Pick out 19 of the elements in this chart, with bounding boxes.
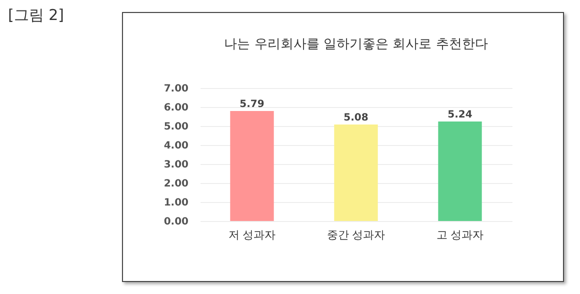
y-tick-label: 6.00 [164,102,189,114]
bar [334,124,378,221]
data-label: 5.24 [448,109,472,120]
x-tick-label: 중간 성과자 [326,228,386,242]
x-tick-label: 고 성과자 [436,228,484,242]
y-tick-label: 1.00 [164,198,189,208]
y-tick-label: 3.00 [164,160,189,170]
chart-title: 나는 우리회사를 일하기좋은 회사로 추천한다 [224,37,488,52]
y-tick-label: 0.00 [164,216,189,228]
y-tick-label: 7.00 [164,84,189,94]
data-label: 5.79 [240,98,264,110]
y-tick-label: 5.00 [164,122,189,132]
x-tick-label: 저 성과자 [228,228,276,242]
y-tick-label: 4.00 [164,140,189,152]
bar [438,121,482,221]
y-tick-label: 2.00 [164,178,189,190]
text: [그림 2] [8,6,64,25]
bar [230,110,274,221]
data-label: 5.08 [344,112,368,124]
